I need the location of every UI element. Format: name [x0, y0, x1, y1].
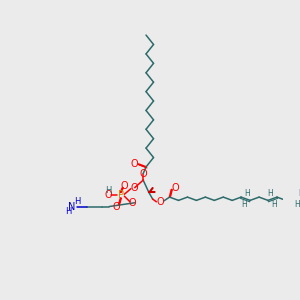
- Text: N: N: [68, 202, 75, 212]
- Text: O: O: [131, 159, 139, 169]
- Text: O: O: [140, 169, 147, 178]
- Text: H: H: [295, 200, 300, 208]
- Text: O: O: [121, 181, 128, 191]
- Text: O: O: [128, 198, 136, 208]
- Text: O: O: [171, 183, 179, 193]
- Text: P: P: [118, 190, 124, 200]
- Text: H: H: [272, 200, 277, 208]
- Text: O: O: [104, 190, 112, 200]
- Text: H: H: [241, 200, 247, 208]
- Text: O: O: [156, 197, 164, 207]
- Text: O: O: [131, 183, 139, 193]
- Text: O: O: [113, 202, 121, 212]
- Text: H: H: [64, 207, 71, 216]
- Text: H: H: [105, 186, 112, 195]
- Text: H: H: [245, 189, 250, 198]
- Text: H: H: [268, 189, 273, 198]
- Text: H: H: [74, 197, 80, 206]
- Text: H: H: [298, 189, 300, 198]
